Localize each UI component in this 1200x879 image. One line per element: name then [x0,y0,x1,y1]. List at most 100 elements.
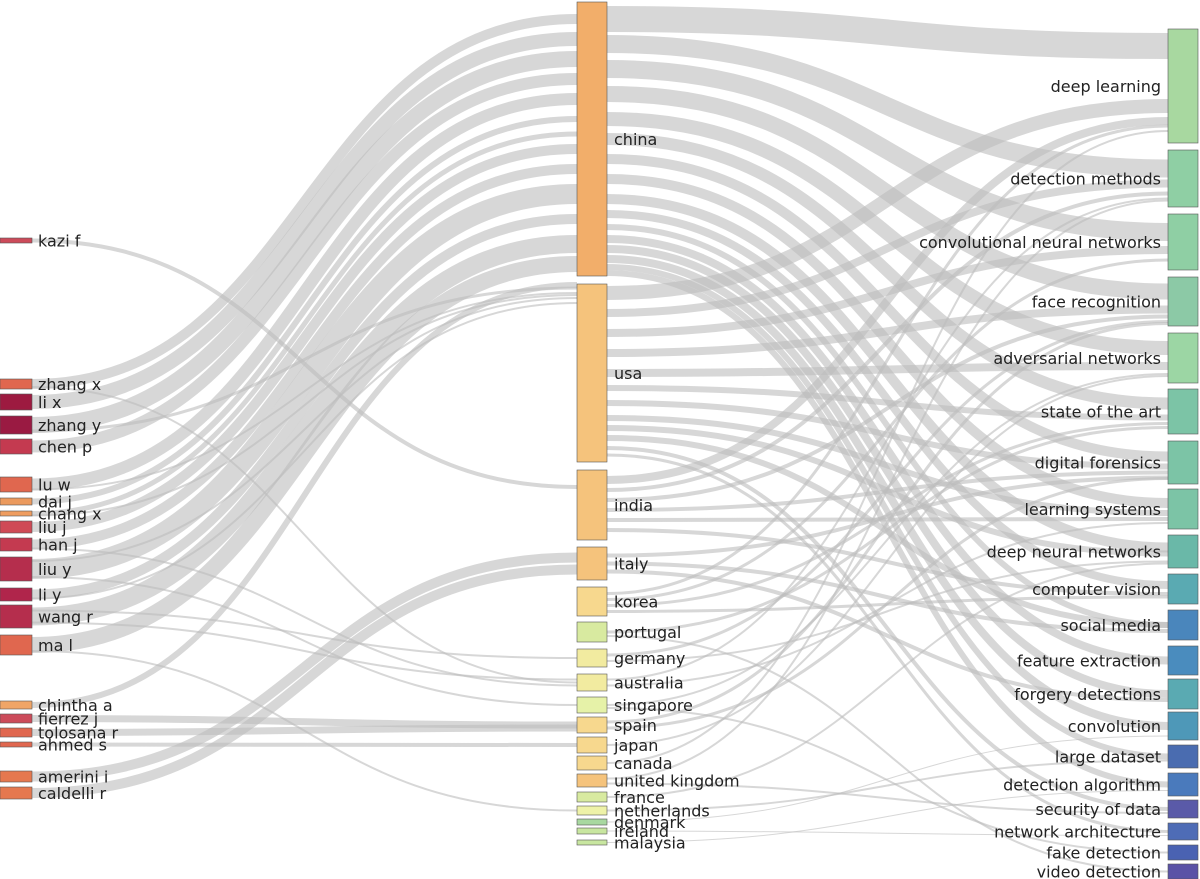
node-fake-detection[interactable] [1167,844,1199,861]
node-singapore[interactable] [576,696,608,714]
node-portugal[interactable] [576,621,608,643]
node-label-face-recognition: face recognition [1032,293,1161,312]
node-label-portugal: portugal [614,623,681,642]
node-ahmed-s[interactable] [0,741,33,748]
node-label-adversarial-networks: adversarial networks [993,349,1161,368]
node-label-usa: usa [614,364,642,383]
node-label-kazi-f: kazi f [38,232,81,251]
link-han-j-to-china [31,164,578,550]
node-china[interactable] [576,1,608,277]
link-usa-to-digital-forensics [606,400,1169,470]
link-italy-to-forgery-detections [606,569,1169,702]
node-chen-p[interactable] [0,438,33,455]
node-face-recognition[interactable] [1167,276,1199,327]
link-korea-to-state-of-the-art [606,422,1169,607]
node-canada[interactable] [576,755,608,771]
node-detection-methods[interactable] [1167,149,1199,208]
node-label-li-x: li x [38,393,61,412]
node-australia[interactable] [576,673,608,692]
node-label-germany: germany [614,649,685,668]
node-adversarial-networks[interactable] [1167,332,1199,384]
link-caldelli-r-to-italy [31,564,578,798]
node-ma-l[interactable] [0,634,33,656]
node-label-chang-x: chang x [38,505,102,524]
node-germany[interactable] [576,648,608,668]
node-netherlands[interactable] [576,805,608,816]
node-spain[interactable] [576,716,608,734]
link-chang-x-to-china [31,131,578,516]
link-italy-to-digital-forensics [606,475,1169,558]
link-li-y-to-china [31,214,578,600]
node-network-architecture[interactable] [1167,822,1199,841]
link-ireland-to-network-architecture [606,830,1169,836]
link-liu-j-to-china [31,144,578,532]
node-united-kingdom[interactable] [576,773,608,788]
node-italy[interactable] [576,546,608,581]
node-forgery-detections[interactable] [1167,678,1199,710]
node-computer-vision[interactable] [1167,573,1199,605]
link-usa-to-state-of-the-art [606,385,1169,421]
node-wang-r[interactable] [0,604,33,629]
node-liu-y[interactable] [0,556,33,582]
node-zhang-y[interactable] [0,415,33,435]
link-korea-to-deep-learning [606,124,1169,595]
node-label-feature-extraction: feature extraction [1017,652,1161,671]
node-japan[interactable] [576,736,608,754]
node-ireland[interactable] [576,827,608,835]
node-kazi-f[interactable] [0,237,33,244]
node-label-singapore: singapore [614,696,693,715]
node-feature-extraction[interactable] [1167,645,1199,676]
node-label-fake-detection: fake detection [1046,844,1161,863]
node-label-li-y: li y [38,586,61,605]
node-lu-w[interactable] [0,476,33,493]
node-malaysia[interactable] [576,839,608,846]
node-video-detection[interactable] [1167,863,1199,879]
link-fierrez-j-to-spain [31,715,578,729]
link-korea-to-convolutional-neural-networks [606,258,1169,601]
link-usa-to-convolutional-neural-networks [606,246,1169,337]
node-social-media[interactable] [1167,609,1199,641]
node-france[interactable] [576,791,608,803]
node-denmark[interactable] [576,818,608,826]
link-australia-to-detection-methods [606,197,1169,681]
node-tolosana-r[interactable] [0,727,33,738]
node-detection-algorithm[interactable] [1167,772,1199,797]
node-amerini-i[interactable] [0,770,33,783]
node-label-chintha-a: chintha a [38,696,113,715]
node-zhang-x[interactable] [0,378,33,390]
node-han-j[interactable] [0,537,33,552]
node-digital-forensics[interactable] [1167,440,1199,485]
link-china-to-feature-extraction [606,235,1169,665]
node-label-convolution: convolution [1068,717,1161,736]
node-usa[interactable] [576,283,608,463]
node-fierrez-j[interactable] [0,713,33,724]
node-chintha-a[interactable] [0,700,33,710]
node-label-ma-l: ma l [38,636,73,655]
node-liu-j[interactable] [0,520,33,534]
node-li-x[interactable] [0,393,33,411]
node-deep-neural-networks[interactable] [1167,534,1199,569]
link-usa-to-learning-systems [606,415,1169,516]
node-convolutional-neural-networks[interactable] [1167,213,1199,271]
node-caldelli-r[interactable] [0,786,33,800]
node-li-y[interactable] [0,587,33,602]
node-korea[interactable] [576,586,608,617]
node-label-korea: korea [614,593,658,612]
node-label-dai-j: dai j [38,493,72,512]
link-liu-y-to-singapore [31,576,578,706]
link-ma-l-to-china [31,256,578,653]
node-label-han-j: han j [38,536,78,555]
node-state-of-the-art[interactable] [1167,388,1199,435]
node-security-of-data[interactable] [1167,799,1199,819]
node-label-state-of-the-art: state of the art [1041,403,1161,422]
node-deep-learning[interactable] [1167,28,1199,144]
node-label-india: india [614,496,653,515]
node-chang-x[interactable] [0,510,33,517]
node-india[interactable] [576,469,608,541]
node-dai-j[interactable] [0,497,33,506]
node-learning-systems[interactable] [1167,488,1199,530]
node-large-dataset[interactable] [1167,744,1199,769]
link-spain-to-digital-forensics [606,477,1169,730]
node-convolution[interactable] [1167,711,1199,741]
